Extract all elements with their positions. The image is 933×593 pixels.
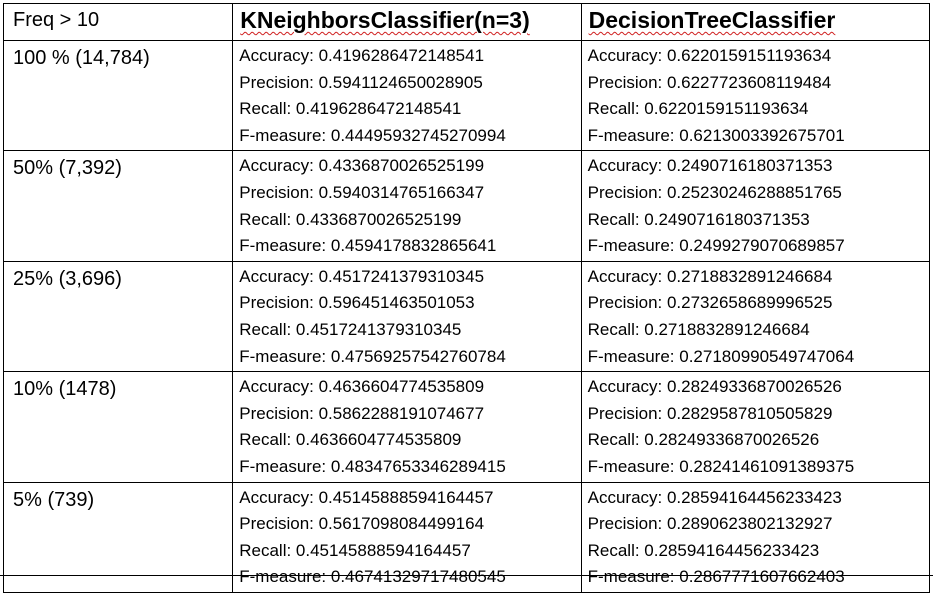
dt-metrics-cell: Accuracy: 0.2490716180371353 Precision: 0… <box>580 150 931 262</box>
dt-metric-line: Precision: 0.6227723608119484 <box>587 72 832 92</box>
dt-metric-line: Precision: 0.25230246288851765 <box>587 182 842 202</box>
row-label: 100 % (14,784) <box>2 39 234 152</box>
knn-metric-line: Recall: 0.4517241379310345 <box>239 319 462 339</box>
dt-metric-line: Recall: 0.28249336870026526 <box>587 430 820 450</box>
dt-metrics-cell: Accuracy: 0.28249336870026526 Precision: … <box>580 371 931 483</box>
dt-metric-line: Recall: 0.2718832891246684 <box>587 319 810 339</box>
knn-metric-line: Accuracy: 0.45145888594164457 <box>239 487 494 507</box>
knn-metric-line: Recall: 0.4196286472148541 <box>239 99 462 119</box>
page-bottom-rule <box>0 575 933 576</box>
results-table: Freq > 10 KNeighborsClassifier(n=3) Deci… <box>2 3 931 593</box>
dt-metric-line: Recall: 0.2490716180371353 <box>587 209 810 229</box>
row-label: 25% (3,696) <box>2 260 234 373</box>
table-row: 5% (739) Accuracy: 0.45145888594164457 Pre… <box>2 481 931 593</box>
dt-metric-line: Accuracy: 0.6220159151193634 <box>587 46 832 65</box>
knn-metric-line: Accuracy: 0.4517241379310345 <box>239 266 485 286</box>
dt-metric-line: Accuracy: 0.28249336870026526 <box>587 377 842 397</box>
knn-metric-line: Precision: 0.596451463501053 <box>239 293 475 313</box>
dt-metric-line: F-measure: 0.28241461091389375 <box>587 456 855 476</box>
knn-metric-line: Precision: 0.5862288191074677 <box>239 403 485 423</box>
knn-metric-line: F-measure: 0.48347653346289415 <box>239 456 506 476</box>
row-label: 50% (7,392) <box>2 150 234 262</box>
knn-metric-line: F-measure: 0.4594178832865641 <box>239 236 497 256</box>
header-row: Freq > 10 KNeighborsClassifier(n=3) Deci… <box>2 3 931 41</box>
knn-metrics-cell: Accuracy: 0.4196286472148541 Precision: 0… <box>232 39 582 152</box>
table-row: 50% (7,392) Accuracy: 0.4336870026525199 P… <box>2 150 931 262</box>
dt-metric-line: Precision: 0.2732658689996525 <box>587 293 833 313</box>
table-row: 100 % (14,784) Accuracy: 0.41962864721485… <box>2 39 931 152</box>
dt-metrics-cell: Accuracy: 0.28594164456233423 Precision: … <box>580 481 931 593</box>
knn-metric-line: Precision: 0.5617098084499164 <box>239 514 485 534</box>
dt-metric-line: Precision: 0.2829587810505829 <box>587 403 833 423</box>
dt-metric-line: Accuracy: 0.28594164456233423 <box>587 487 842 507</box>
knn-metric-line: Recall: 0.4636604774535809 <box>239 430 462 450</box>
table-row: 25% (3,696) Accuracy: 0.4517241379310345 P… <box>2 260 931 373</box>
knn-metric-line: F-measure: 0.47569257542760784 <box>239 346 506 366</box>
dt-metric-line: Recall: 0.6220159151193634 <box>587 99 809 119</box>
document-page: Freq > 10 KNeighborsClassifier(n=3) Deci… <box>0 3 933 593</box>
table-row: 10% (1478) Accuracy: 0.4636604774535809 Pr… <box>2 371 931 483</box>
knn-metric-line: Recall: 0.45145888594164457 <box>239 540 471 560</box>
knn-metric-line: Precision: 0.5941124650028905 <box>239 72 483 92</box>
knn-metric-line: Recall: 0.4336870026525199 <box>239 209 462 229</box>
dt-metric-line: Recall: 0.28594164456233423 <box>587 540 820 560</box>
dt-header: DecisionTreeClassifier <box>580 3 931 41</box>
knn-metric-line: Accuracy: 0.4196286472148541 <box>239 46 485 65</box>
knn-metrics-cell: Accuracy: 0.4517241379310345 Precision: 0… <box>232 260 582 373</box>
dt-metric-line: Precision: 0.2890623802132927 <box>587 514 833 534</box>
dt-metrics-cell: Accuracy: 0.6220159151193634 Precision: 0… <box>580 39 931 152</box>
row-label: 10% (1478) <box>2 371 234 483</box>
knn-header: KNeighborsClassifier(n=3) <box>232 3 582 41</box>
dt-metric-line: Accuracy: 0.2718832891246684 <box>587 266 833 286</box>
knn-metrics-cell: Accuracy: 0.4336870026525199 Precision: 0… <box>232 150 582 262</box>
dt-metric-line: F-measure: 0.6213003392675701 <box>587 125 845 145</box>
knn-metric-line: F-measure: 0.44495932745270994 <box>239 125 506 145</box>
dt-metric-line: F-measure: 0.2499279070689857 <box>587 236 845 256</box>
knn-metric-line: Precision: 0.5940314765166347 <box>239 182 485 202</box>
dt-header-label: DecisionTreeClassifier <box>588 7 836 33</box>
dt-metric-line: Accuracy: 0.2490716180371353 <box>587 156 833 176</box>
dt-metrics-cell: Accuracy: 0.2718832891246684 Precision: 0… <box>580 260 931 373</box>
knn-header-label: KNeighborsClassifier(n=3) <box>240 7 530 33</box>
knn-metric-line: Accuracy: 0.4336870026525199 <box>239 156 485 176</box>
dt-metric-line: F-measure: 0.27180990549747064 <box>587 346 855 366</box>
row-label: 5% (739) <box>2 481 234 593</box>
knn-metric-line: Accuracy: 0.4636604774535809 <box>239 377 485 397</box>
freq-header: Freq > 10 <box>2 3 234 41</box>
knn-metrics-cell: Accuracy: 0.4636604774535809 Precision: 0… <box>232 371 582 483</box>
